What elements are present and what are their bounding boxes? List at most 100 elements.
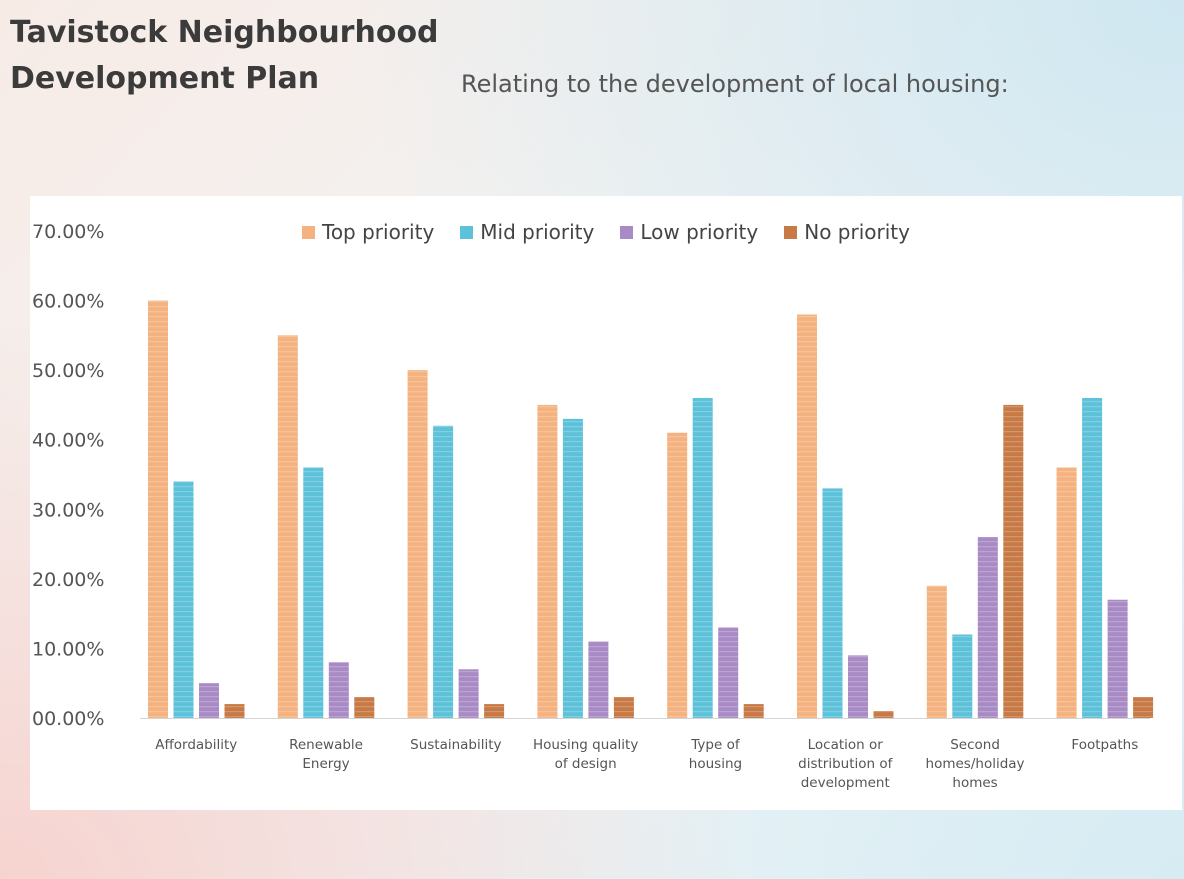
bar-texture bbox=[613, 697, 634, 718]
chart-panel: Top priority Mid priority Low priority N… bbox=[30, 196, 1182, 810]
chart-legend: Top priority Mid priority Low priority N… bbox=[30, 220, 1182, 244]
x-axis: Affordability Renewable Energy Sustainabili… bbox=[140, 718, 1150, 791]
bar-texture bbox=[458, 669, 479, 718]
x-tick-label-line: Second bbox=[950, 737, 1000, 753]
bar-texture bbox=[977, 537, 998, 718]
bar-texture bbox=[433, 425, 454, 718]
bar-top-1 bbox=[277, 335, 298, 718]
x-tick-label-line: of design bbox=[555, 756, 617, 772]
x-tick-label: Renewable Energy bbox=[289, 737, 363, 772]
bar-mid-4 bbox=[692, 397, 713, 718]
bar-low-0 bbox=[199, 683, 219, 718]
bar-mid-7 bbox=[1082, 397, 1103, 718]
legend-label-none: No priority bbox=[804, 220, 910, 244]
bar-none-1 bbox=[354, 697, 375, 718]
chart-bars bbox=[148, 300, 1154, 718]
legend-swatch-low bbox=[620, 225, 634, 239]
x-tick-label-line: distribution of bbox=[798, 756, 893, 772]
bar-texture bbox=[1056, 467, 1077, 718]
bar-mid-2 bbox=[433, 425, 454, 718]
bar-top-3 bbox=[537, 404, 558, 718]
bar-top-2 bbox=[407, 370, 428, 718]
y-tick-label: 70.00% bbox=[32, 221, 104, 243]
bar-texture bbox=[407, 370, 428, 718]
x-tick-label-line: Renewable bbox=[289, 737, 363, 753]
bar-none-0 bbox=[224, 704, 245, 718]
bar-low-4 bbox=[718, 627, 739, 718]
bar-top-6 bbox=[926, 585, 947, 718]
bar-texture bbox=[797, 314, 817, 718]
legend-swatch-mid bbox=[460, 225, 474, 239]
bar-mid-6 bbox=[952, 634, 973, 718]
legend-swatch-none bbox=[784, 225, 798, 239]
x-tick-label: Location or distribution of development bbox=[798, 737, 893, 791]
x-tick-label-line: housing bbox=[689, 756, 742, 772]
bar-low-1 bbox=[328, 662, 349, 718]
x-tick-label: Housing quality of design bbox=[533, 737, 638, 772]
bar-mid-1 bbox=[303, 467, 324, 718]
bar-texture bbox=[328, 662, 349, 718]
bar-texture bbox=[822, 488, 843, 718]
x-tick-label-line: Location or bbox=[808, 737, 884, 753]
x-tick-label: Second homes/holiday homes bbox=[926, 737, 1025, 791]
bar-texture bbox=[173, 481, 194, 718]
bar-texture bbox=[1107, 599, 1128, 718]
bar-texture bbox=[667, 432, 688, 718]
y-axis: 00.00% 10.00% 20.00% 30.00% 40.00% 50.00% 60.0… bbox=[32, 221, 104, 730]
legend-label-low: Low priority bbox=[640, 220, 759, 244]
x-tick-label-line: homes/holiday bbox=[926, 756, 1025, 772]
title-line-1: Tavistock Neighbourhood bbox=[10, 15, 439, 50]
bar-top-5 bbox=[797, 314, 817, 718]
bar-low-5 bbox=[848, 655, 868, 718]
bar-mid-3 bbox=[562, 418, 583, 718]
y-tick-label: 10.00% bbox=[32, 638, 104, 660]
bar-top-0 bbox=[148, 300, 168, 718]
bar-texture bbox=[1133, 697, 1154, 718]
title-line-2: Development Plan bbox=[10, 61, 320, 96]
bar-texture bbox=[692, 397, 713, 718]
bar-texture bbox=[926, 585, 947, 718]
bar-texture bbox=[848, 655, 868, 718]
bar-low-3 bbox=[588, 641, 609, 718]
bar-texture bbox=[718, 627, 739, 718]
bar-texture bbox=[303, 467, 324, 718]
x-tick-label-line: Sustainability bbox=[410, 737, 501, 753]
bar-texture bbox=[1082, 397, 1103, 718]
legend-item-mid: Mid priority bbox=[460, 220, 594, 244]
bar-texture bbox=[743, 704, 764, 718]
y-tick-label: 50.00% bbox=[32, 360, 104, 382]
y-tick-label: 20.00% bbox=[32, 569, 104, 591]
x-tick-label: Sustainability bbox=[410, 737, 501, 753]
bar-texture bbox=[148, 300, 168, 718]
bar-texture bbox=[484, 704, 505, 718]
bar-texture bbox=[952, 634, 973, 718]
legend-item-top: Top priority bbox=[302, 220, 434, 244]
bar-texture bbox=[588, 641, 609, 718]
page-subtitle: Relating to the development of local hou… bbox=[461, 70, 1009, 98]
bar-none-6 bbox=[1003, 404, 1024, 718]
bar-texture bbox=[873, 711, 894, 718]
x-tick-label-line: Energy bbox=[302, 756, 349, 772]
bar-low-7 bbox=[1107, 599, 1128, 718]
bar-texture bbox=[277, 335, 298, 718]
y-tick-label: 00.00% bbox=[32, 708, 104, 730]
bar-mid-0 bbox=[173, 481, 194, 718]
legend-swatch-top bbox=[302, 225, 315, 239]
bar-none-3 bbox=[613, 697, 634, 718]
x-tick-label: Affordability bbox=[155, 737, 237, 753]
y-tick-label: 30.00% bbox=[32, 499, 104, 521]
bar-top-4 bbox=[667, 432, 688, 718]
bar-mid-5 bbox=[822, 488, 843, 718]
x-tick-label-line: Affordability bbox=[155, 737, 237, 753]
bar-chart: 00.00% 10.00% 20.00% 30.00% 40.00% 50.00% 60.0… bbox=[32, 221, 1154, 791]
x-tick-label: Type of housing bbox=[689, 737, 742, 772]
x-tick-label-line: homes bbox=[952, 775, 997, 791]
x-tick-label-line: Footpaths bbox=[1071, 737, 1138, 753]
legend-item-low: Low priority bbox=[620, 220, 758, 244]
bar-top-7 bbox=[1056, 467, 1077, 718]
bar-texture bbox=[199, 683, 219, 718]
x-tick-label: Footpaths bbox=[1071, 737, 1138, 753]
bar-none-7 bbox=[1133, 697, 1154, 718]
legend-item-none: No priority bbox=[784, 220, 910, 244]
bar-none-2 bbox=[484, 704, 505, 718]
